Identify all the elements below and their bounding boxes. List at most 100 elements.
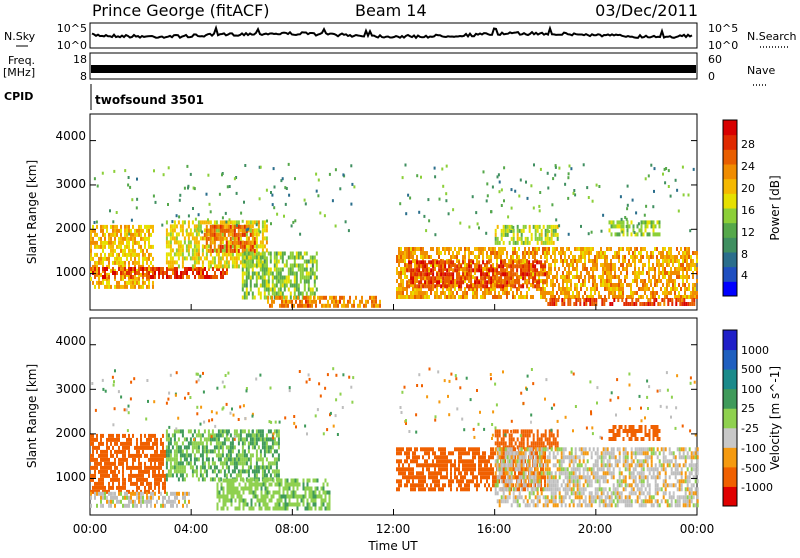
power-cell — [472, 283, 474, 287]
power-cell — [640, 295, 642, 299]
power-cell — [522, 295, 524, 299]
power-cell — [666, 291, 668, 295]
velocity-cell — [168, 457, 170, 461]
power-cell — [100, 237, 102, 241]
velocity-cell — [253, 491, 255, 495]
power-cell — [610, 291, 612, 295]
power-cell — [510, 230, 512, 233]
velocity-cell — [400, 483, 402, 487]
power-cell — [294, 280, 296, 284]
velocity-cell — [239, 507, 241, 511]
velocity-cell — [186, 504, 188, 508]
velocity-cell — [140, 504, 142, 508]
power-cell — [476, 291, 478, 295]
power-cell — [96, 245, 98, 249]
power-cell — [148, 225, 150, 229]
power-cell — [692, 283, 694, 287]
velocity-cell — [258, 433, 260, 437]
power-cell — [636, 279, 638, 283]
power-cell — [684, 267, 686, 271]
velocity-cell — [176, 449, 178, 453]
freq-left-tick-bottom: 8 — [80, 70, 87, 83]
power-cell — [138, 257, 140, 261]
velocity-cell — [301, 499, 303, 503]
velocity-cell — [162, 500, 164, 504]
velocity-cell — [174, 492, 176, 496]
power-ylabel: Slant Range [km] — [25, 160, 39, 264]
power-cell — [553, 233, 555, 237]
velocity-cell — [251, 507, 253, 511]
power-cell — [692, 275, 694, 279]
velocity-cell — [160, 504, 162, 508]
velocity-cell — [138, 478, 140, 482]
velocity-cell — [250, 457, 252, 461]
power-cell — [179, 199, 181, 202]
power-cell — [549, 237, 551, 241]
velocity-cell — [428, 447, 430, 451]
power-cell — [622, 283, 624, 287]
power-cell — [606, 271, 608, 275]
power-cell — [142, 229, 144, 233]
velocity-cell — [311, 499, 313, 503]
velocity-cell — [309, 507, 311, 511]
power-cell — [530, 251, 532, 255]
power-cell — [518, 295, 520, 299]
velocity-cell — [267, 487, 269, 491]
power-cell — [554, 174, 556, 177]
velocity-cell — [289, 499, 291, 503]
power-cell — [222, 216, 224, 219]
power-cell — [206, 256, 208, 260]
power-cell — [464, 251, 466, 255]
power-cell — [576, 259, 578, 263]
power-cell — [658, 251, 660, 255]
velocity-cell — [144, 442, 146, 446]
velocity-cell — [160, 474, 162, 478]
power-cell — [130, 229, 132, 233]
power-cell — [148, 233, 150, 237]
power-cell — [450, 260, 452, 264]
velocity-cell — [231, 483, 233, 487]
velocity-cell — [104, 486, 106, 490]
power-cell — [590, 291, 592, 295]
velocity-cell — [252, 437, 254, 441]
power-cell — [526, 291, 528, 295]
power-cell — [248, 276, 250, 280]
power-cell — [122, 237, 124, 241]
power-cell — [144, 225, 146, 229]
power-cell — [510, 268, 512, 272]
velocity-cell — [249, 479, 251, 483]
power-cell — [216, 233, 218, 237]
power-cell — [678, 259, 680, 263]
power-cell — [666, 279, 668, 283]
power-cell — [466, 263, 468, 267]
velocity-cell — [222, 461, 224, 465]
velocity-cell — [266, 437, 268, 441]
power-cell — [497, 241, 499, 245]
power-cell — [324, 214, 326, 217]
velocity-cell — [287, 495, 289, 499]
power-cell — [180, 252, 182, 256]
velocity-cell — [164, 490, 166, 494]
power-cell — [176, 271, 178, 275]
velocity-cell — [315, 503, 317, 507]
power-cell — [647, 224, 649, 228]
power-cell — [158, 275, 160, 279]
power-cell — [688, 295, 690, 299]
power-cell — [402, 259, 404, 263]
power-cell — [353, 300, 355, 304]
power-cell — [300, 276, 302, 280]
power-cell — [670, 259, 672, 263]
power-cell — [375, 296, 377, 300]
power-cell — [684, 255, 686, 259]
power-cell — [128, 176, 130, 179]
power-cell — [166, 228, 168, 232]
power-cell — [458, 251, 460, 255]
power-cell — [162, 275, 164, 279]
power-cell — [312, 272, 314, 276]
velocity-cell — [418, 479, 420, 483]
power-cell — [540, 279, 542, 283]
power-cell — [642, 287, 644, 291]
velocity-cell — [136, 492, 138, 496]
velocity-cell — [253, 483, 255, 487]
power-cell — [314, 260, 316, 264]
